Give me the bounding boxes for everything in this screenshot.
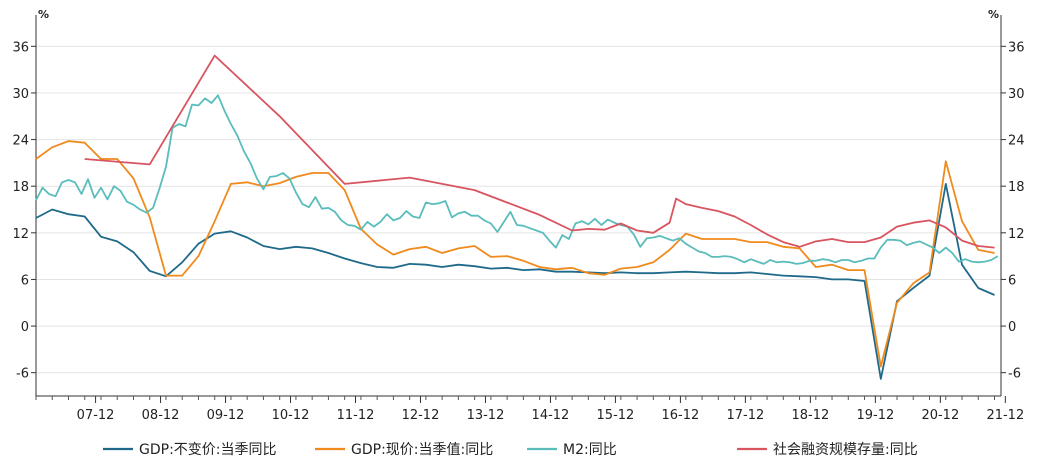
y-tick-label-right: 24 xyxy=(1008,134,1025,149)
y-tick-label-left: 30 xyxy=(12,87,29,102)
x-tick-label: 20-12 xyxy=(921,408,959,423)
series-lines xyxy=(35,54,999,380)
y-tick-label-right: 36 xyxy=(1008,40,1025,55)
legend-label: M2:同比 xyxy=(563,442,617,458)
y-tick-label-right: 6 xyxy=(1008,273,1016,288)
axes: % % -6 -6 0 0 6 6 12 12 18 18 24 24 30 30 36 36 07-12 08-… xyxy=(12,8,1024,423)
y-tick-label-right: -6 xyxy=(1008,367,1021,382)
x-tick-label: 07-12 xyxy=(77,408,115,423)
legend: GDP:不变价:当季同比 GDP:现价:当季值:同比 M2:同比 社会融资规模存量:同… xyxy=(103,442,918,458)
legend-label: GDP:现价:当季值:同比 xyxy=(351,442,493,458)
series-line-2 xyxy=(35,140,995,368)
x-tick-label: 17-12 xyxy=(727,408,765,423)
x-tick-label: 15-12 xyxy=(597,408,635,423)
legend-label: 社会融资规模存量:同比 xyxy=(773,442,918,458)
legend-label: GDP:不变价:当季同比 xyxy=(139,442,277,458)
y-tick-label-left: -6 xyxy=(16,367,29,382)
x-tick-label: 11-12 xyxy=(337,408,375,423)
y-tick-label-right: 12 xyxy=(1008,227,1025,242)
x-tick-label: 09-12 xyxy=(207,408,245,423)
series-line-4 xyxy=(84,54,995,249)
x-tick-label: 10-12 xyxy=(272,408,310,423)
x-tick-label: 12-12 xyxy=(402,408,440,423)
x-tick-label: 08-12 xyxy=(142,408,180,423)
y-tick-label-left: 12 xyxy=(12,227,29,242)
series-line-3 xyxy=(35,94,999,265)
x-tick-label: 18-12 xyxy=(791,408,829,423)
x-tick-label: 21-12 xyxy=(986,408,1024,423)
x-tick-label: 14-12 xyxy=(532,408,570,423)
y-tick-label-left: 36 xyxy=(12,40,29,55)
y-tick-label-left: 6 xyxy=(21,273,29,288)
y-tick-label-left: 0 xyxy=(21,320,29,335)
y-tick-label-right: 30 xyxy=(1008,87,1025,102)
y-tick-label-left: 18 xyxy=(12,180,29,195)
x-tick-label: 16-12 xyxy=(662,408,700,423)
series-line-1 xyxy=(35,183,995,380)
left-unit-label: % xyxy=(38,8,49,21)
y-tick-label-right: 0 xyxy=(1008,320,1016,335)
y-tick-label-right: 18 xyxy=(1008,180,1025,195)
x-tick-label: 13-12 xyxy=(467,408,505,423)
right-unit-label: % xyxy=(988,8,999,21)
y-tick-label-left: 24 xyxy=(12,134,29,149)
x-tick-label: 19-12 xyxy=(856,408,894,423)
gridlines xyxy=(36,45,1001,374)
